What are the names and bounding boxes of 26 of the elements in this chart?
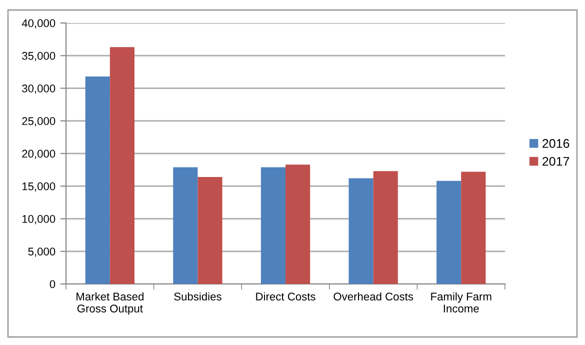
- bar: [110, 47, 134, 284]
- bar: [85, 76, 110, 284]
- bar: [173, 167, 198, 284]
- y-tick-label: 40,000: [22, 19, 56, 28]
- x-tick-label: Market Based Gross Output: [76, 292, 144, 315]
- bar: [286, 164, 310, 284]
- bar: [373, 171, 398, 284]
- y-tick-label: 35,000: [22, 52, 56, 62]
- y-tick-label: 0: [50, 280, 56, 288]
- y-tick-label: 5,000: [28, 248, 56, 257]
- bar: [260, 167, 286, 284]
- y-tick-label: 30,000: [22, 84, 56, 94]
- legend-label: 2016: [542, 139, 570, 148]
- bar: [348, 178, 374, 284]
- legend-label: 2017: [542, 156, 570, 166]
- bar: [198, 176, 222, 284]
- x-tick-label: Overhead Costs: [334, 292, 414, 300]
- y-tick-label: 20,000: [22, 150, 56, 159]
- y-tick-label: 15,000: [22, 182, 56, 192]
- y-tick-label: 25,000: [22, 117, 56, 126]
- x-tick-label: Subsidies: [174, 292, 222, 300]
- x-tick-label: Direct Costs: [256, 292, 316, 300]
- bar: [461, 172, 486, 284]
- y-tick-label: 10,000: [22, 215, 56, 224]
- bar: [436, 180, 462, 284]
- x-tick-label: Family Farm Income: [431, 292, 492, 312]
